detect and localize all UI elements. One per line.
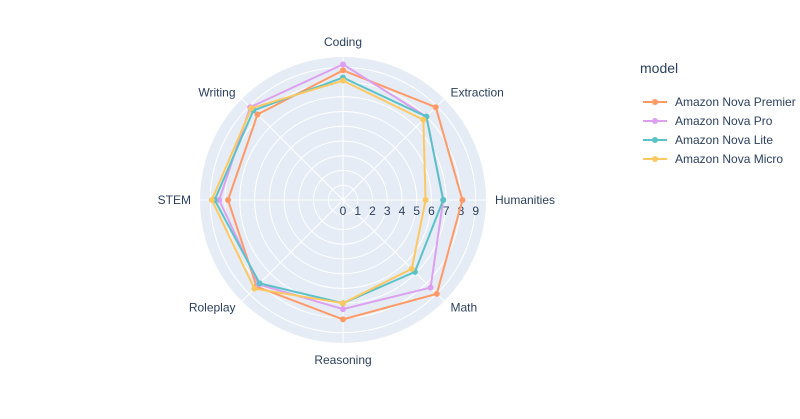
data-point-amazon-nova-pro-stem[interactable] bbox=[216, 197, 223, 203]
angular-label-math: Math bbox=[450, 300, 477, 314]
data-point-amazon-nova-premier-coding[interactable] bbox=[340, 67, 346, 74]
data-point-amazon-nova-pro-reasoning[interactable] bbox=[340, 306, 346, 313]
radial-tick-label: 2 bbox=[369, 204, 376, 218]
data-point-amazon-nova-micro-humanities[interactable] bbox=[422, 197, 429, 203]
legend-label: Amazon Nova Lite bbox=[675, 133, 773, 147]
radial-tick-label: 0 bbox=[340, 204, 347, 218]
angular-label-writing: Writing bbox=[198, 86, 235, 100]
data-point-amazon-nova-micro-roleplay[interactable] bbox=[251, 285, 258, 292]
data-point-amazon-nova-premier-writing[interactable] bbox=[254, 111, 261, 118]
data-point-amazon-nova-premier-extraction[interactable] bbox=[432, 104, 439, 111]
legend-swatch-marker bbox=[652, 99, 658, 105]
data-point-amazon-nova-lite-humanities[interactable] bbox=[440, 197, 447, 203]
radial-tick-label: 6 bbox=[428, 204, 435, 218]
angular-label-reasoning: Reasoning bbox=[314, 353, 371, 367]
legend-label: Amazon Nova Premier bbox=[675, 95, 796, 109]
grid-spoke bbox=[342, 199, 445, 302]
data-point-amazon-nova-micro-writing[interactable] bbox=[248, 105, 255, 112]
data-point-amazon-nova-premier-math[interactable] bbox=[433, 290, 440, 297]
angular-axis-labels: Coding Extraction Humanities Math Reasoning R… bbox=[158, 35, 555, 367]
radial-tick-label: 8 bbox=[458, 204, 465, 218]
radial-tick-label: 1 bbox=[354, 204, 361, 218]
data-point-amazon-nova-premier-reasoning[interactable] bbox=[340, 316, 346, 323]
data-point-amazon-nova-pro-coding[interactable] bbox=[340, 61, 346, 68]
series-traces bbox=[208, 61, 466, 323]
angular-label-extraction: Extraction bbox=[450, 86, 503, 100]
data-point-amazon-nova-micro-extraction[interactable] bbox=[420, 116, 427, 123]
radial-tick-label: 4 bbox=[399, 204, 406, 218]
data-point-amazon-nova-pro-math[interactable] bbox=[427, 284, 434, 291]
data-point-amazon-nova-micro-reasoning[interactable] bbox=[340, 300, 346, 307]
data-point-amazon-nova-micro-coding[interactable] bbox=[340, 77, 346, 84]
data-point-amazon-nova-premier-humanities[interactable] bbox=[459, 197, 466, 203]
radial-tick-label: 5 bbox=[413, 204, 420, 218]
legend-swatch-marker bbox=[652, 156, 658, 162]
angular-label-stem: STEM bbox=[158, 193, 191, 207]
angular-label-coding: Coding bbox=[324, 35, 362, 49]
angular-label-humanities: Humanities bbox=[495, 193, 555, 207]
legend-swatch-marker bbox=[652, 137, 658, 143]
angular-label-roleplay: Roleplay bbox=[189, 300, 236, 314]
radial-tick-label: 9 bbox=[472, 204, 479, 218]
data-point-amazon-nova-premier-stem[interactable] bbox=[225, 197, 232, 203]
legend-label: Amazon Nova Pro bbox=[675, 114, 773, 128]
data-point-amazon-nova-lite-roleplay[interactable] bbox=[256, 280, 263, 287]
radial-tick-label: 7 bbox=[443, 204, 450, 218]
series-amazon-nova-micro[interactable] bbox=[208, 77, 429, 307]
legend[interactable]: model Amazon Nova Premier Amazon Nova Pro… bbox=[640, 60, 796, 166]
series-amazon-nova-premier[interactable] bbox=[225, 67, 466, 323]
legend-item-amazon-nova-lite[interactable]: Amazon Nova Lite bbox=[643, 133, 773, 147]
legend-label: Amazon Nova Micro bbox=[675, 152, 783, 166]
data-point-amazon-nova-micro-math[interactable] bbox=[408, 265, 415, 272]
legend-item-amazon-nova-pro[interactable]: Amazon Nova Pro bbox=[643, 114, 773, 128]
legend-title: model bbox=[640, 60, 678, 76]
legend-item-amazon-nova-premier[interactable]: Amazon Nova Premier bbox=[643, 95, 796, 109]
legend-swatch-marker bbox=[652, 118, 658, 124]
data-point-amazon-nova-micro-stem[interactable] bbox=[208, 197, 215, 203]
legend-item-amazon-nova-micro[interactable]: Amazon Nova Micro bbox=[643, 152, 783, 166]
radial-tick-label: 3 bbox=[384, 204, 391, 218]
